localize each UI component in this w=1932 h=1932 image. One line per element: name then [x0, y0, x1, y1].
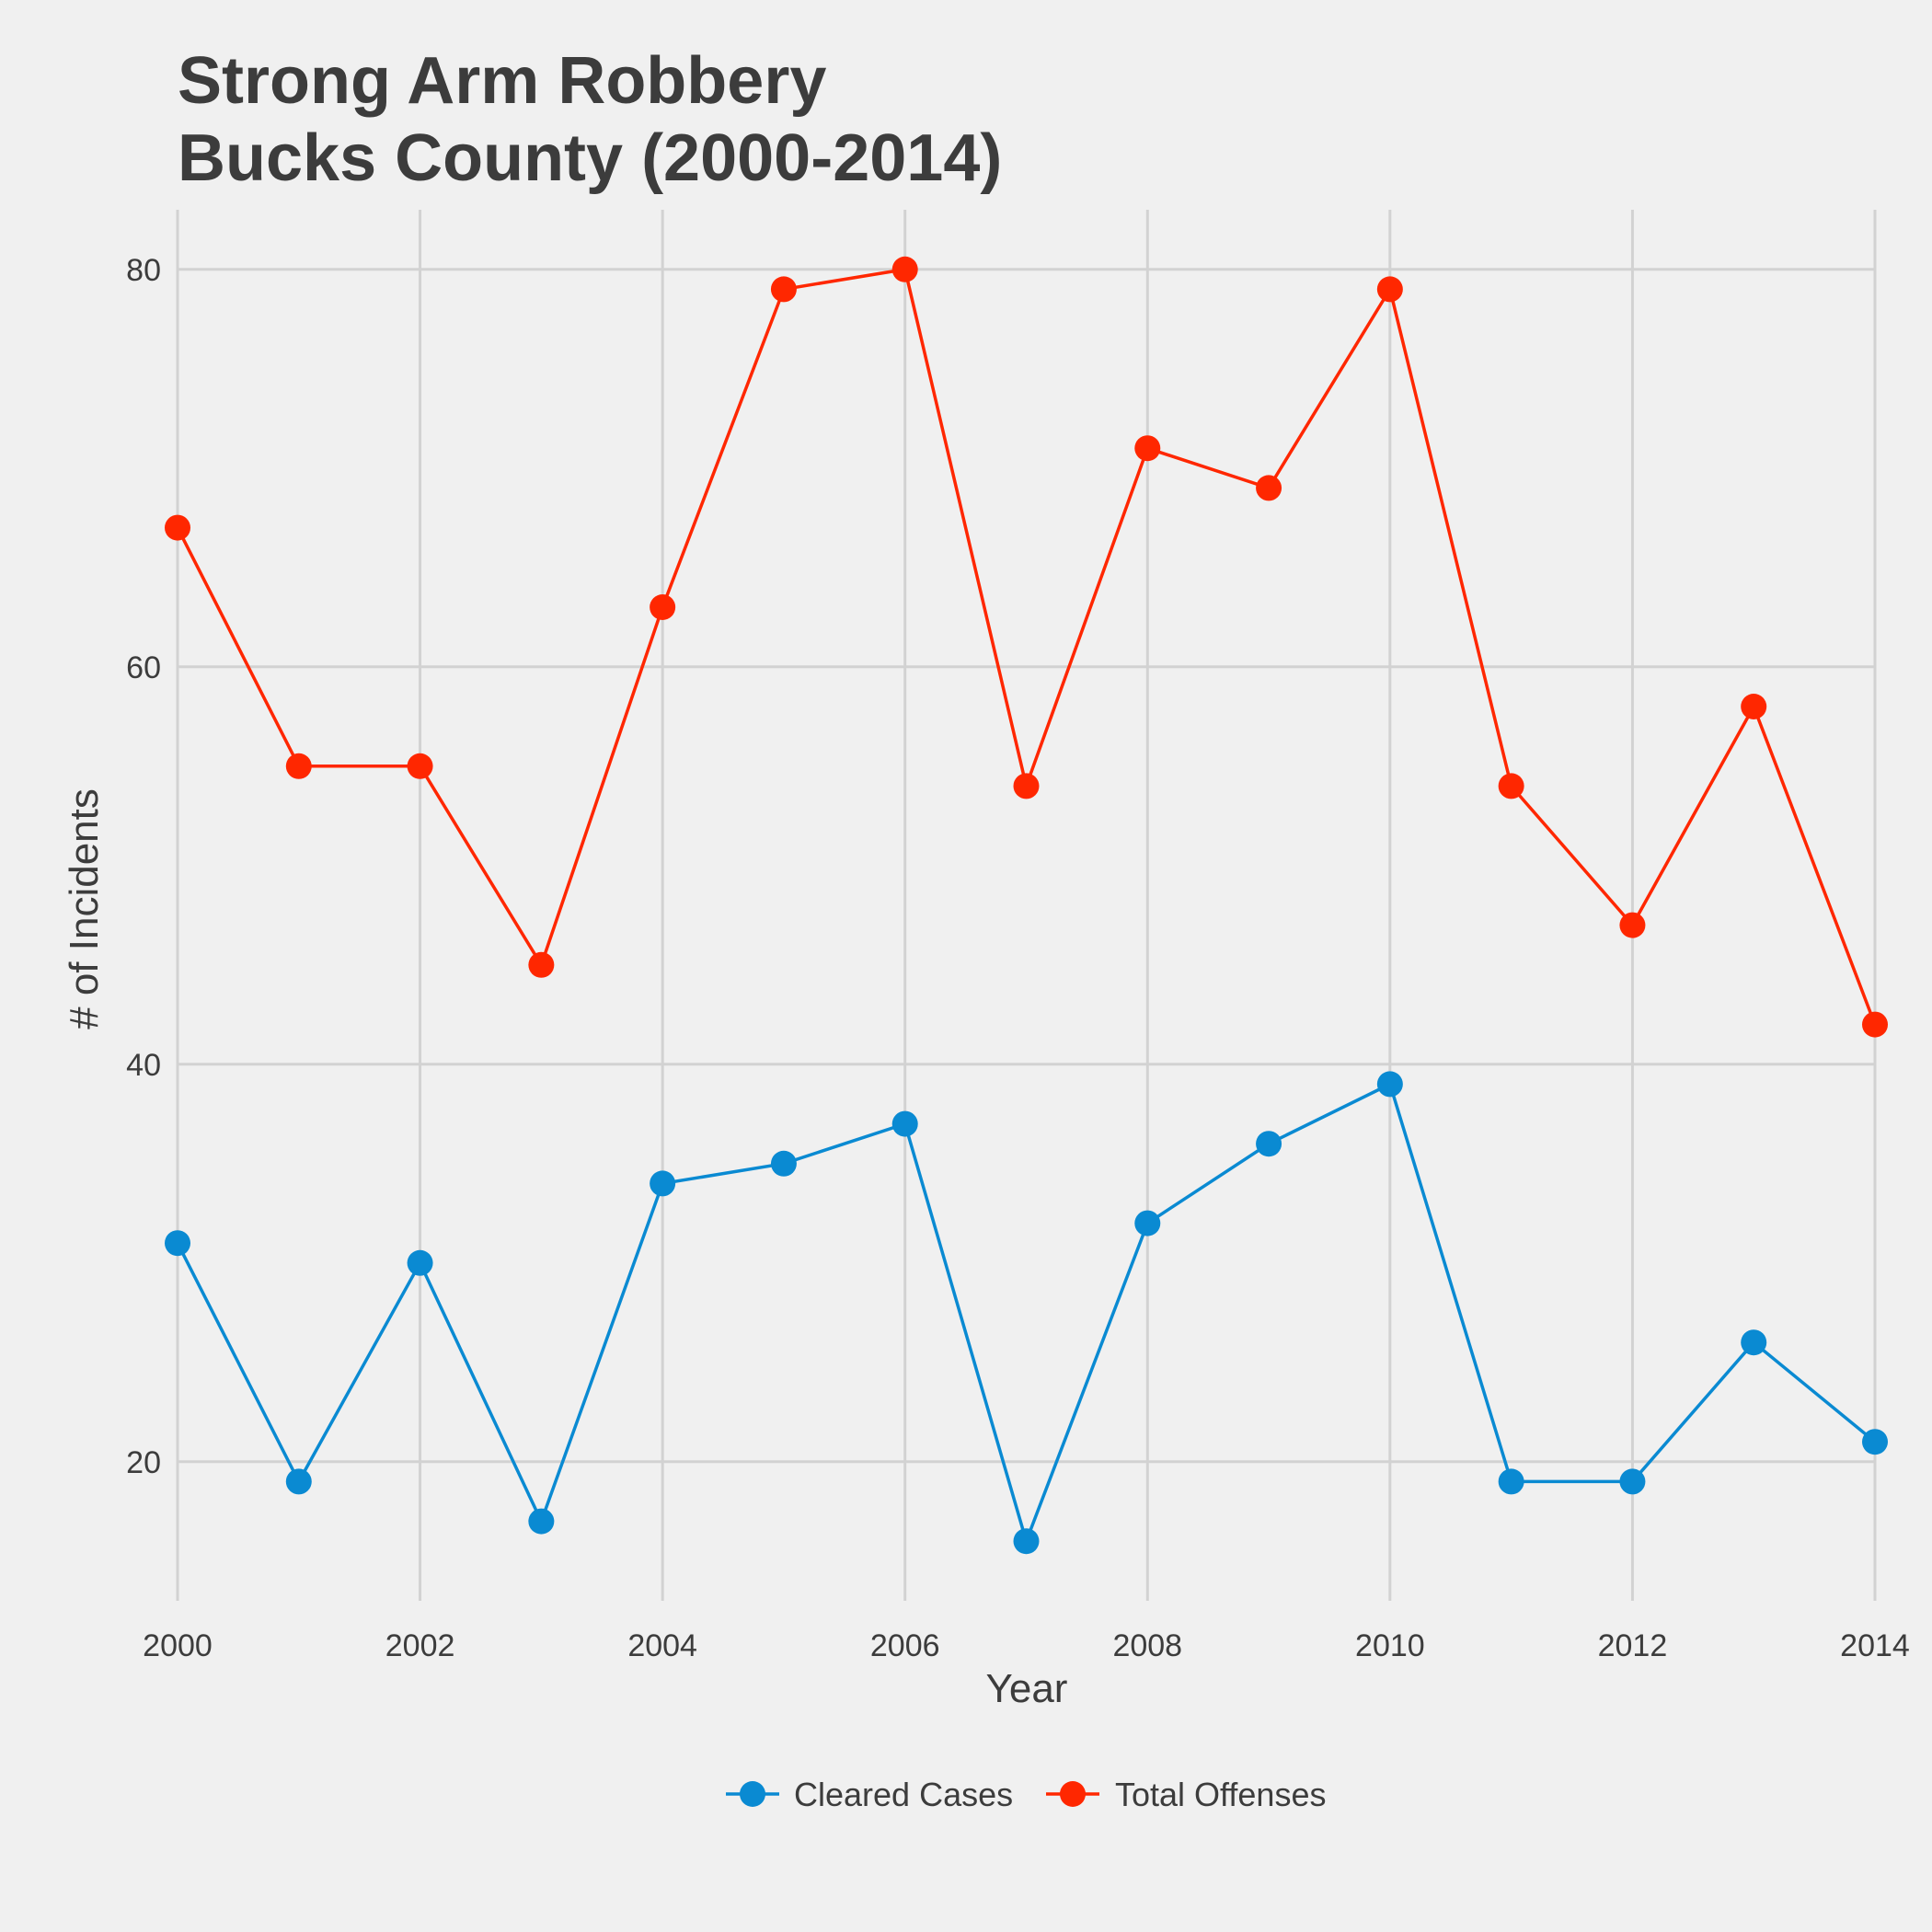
data-point-total-offenses-2000 — [165, 514, 190, 541]
legend-item-total-offenses: Total Offenses — [1046, 1776, 1326, 1813]
data-point-cleared-cases-2010 — [1376, 1071, 1403, 1098]
data-point-total-offenses-2001 — [285, 753, 312, 779]
y-tick-label: 80 — [126, 253, 161, 288]
legend: Cleared Cases Total Offenses — [726, 1776, 1326, 1813]
data-point-cleared-cases-2002 — [407, 1249, 433, 1276]
data-point-total-offenses-2008 — [1134, 435, 1161, 462]
data-point-total-offenses-2009 — [1256, 475, 1282, 501]
data-point-total-offenses-2007 — [1013, 773, 1040, 799]
x-tick-label: 2008 — [1112, 1628, 1182, 1663]
y-tick-label: 60 — [126, 650, 161, 685]
data-point-cleared-cases-2013 — [1741, 1329, 1767, 1356]
x-tick-label: 2004 — [627, 1628, 697, 1663]
x-tick-label: 2012 — [1598, 1628, 1668, 1663]
data-point-cleared-cases-2001 — [285, 1468, 312, 1495]
legend-label: Cleared Cases — [794, 1776, 1013, 1813]
data-point-cleared-cases-2000 — [165, 1230, 190, 1257]
x-tick-label: 2006 — [870, 1628, 940, 1663]
data-point-cleared-cases-2004 — [650, 1170, 676, 1197]
x-tick-label: 2010 — [1355, 1628, 1425, 1663]
data-point-cleared-cases-2014 — [1862, 1429, 1888, 1455]
legend-key-marker — [1060, 1781, 1086, 1807]
data-point-total-offenses-2011 — [1498, 773, 1524, 799]
y-axis-title: # of Incidents — [62, 788, 107, 1029]
x-tick-label: 2014 — [1840, 1628, 1910, 1663]
x-tick-label: 2002 — [385, 1628, 455, 1663]
data-point-total-offenses-2010 — [1376, 276, 1403, 303]
data-point-cleared-cases-2005 — [770, 1150, 797, 1177]
data-point-cleared-cases-2012 — [1619, 1468, 1646, 1495]
series-line-total-offenses — [176, 267, 1877, 1026]
data-point-cleared-cases-2003 — [528, 1508, 555, 1535]
data-point-total-offenses-2005 — [770, 276, 797, 303]
data-point-total-offenses-2012 — [1619, 912, 1646, 938]
series-line-cleared-cases — [176, 1081, 1877, 1547]
chart-title-line-1: Strong Arm Robbery — [178, 44, 826, 118]
legend-item-cleared-cases: Cleared Cases — [726, 1776, 1013, 1813]
data-point-cleared-cases-2007 — [1013, 1528, 1040, 1555]
data-point-total-offenses-2006 — [891, 256, 918, 282]
x-tick-label: 2000 — [143, 1628, 213, 1663]
series-layer — [165, 256, 1888, 1555]
data-point-cleared-cases-2009 — [1256, 1131, 1282, 1157]
legend-label: Total Offenses — [1115, 1776, 1326, 1813]
data-point-total-offenses-2013 — [1741, 694, 1767, 719]
data-point-cleared-cases-2006 — [891, 1110, 918, 1137]
data-point-total-offenses-2002 — [407, 753, 433, 779]
data-point-cleared-cases-2008 — [1134, 1210, 1161, 1236]
data-point-cleared-cases-2011 — [1498, 1468, 1524, 1495]
data-point-total-offenses-2014 — [1862, 1011, 1888, 1038]
grid — [176, 210, 1877, 1601]
data-point-total-offenses-2004 — [650, 594, 676, 620]
axes: 2000 2002 2004 2006 2008 2010 2012 2014 20 40 60 80 — [126, 253, 1910, 1663]
data-point-total-offenses-2003 — [528, 951, 555, 978]
chart-title-line-2: Bucks County (2000-2014) — [178, 121, 1002, 195]
legend-key-marker — [740, 1781, 765, 1807]
y-tick-label: 20 — [126, 1445, 161, 1480]
y-tick-label: 40 — [126, 1048, 161, 1083]
x-axis-title: Year — [986, 1666, 1068, 1711]
